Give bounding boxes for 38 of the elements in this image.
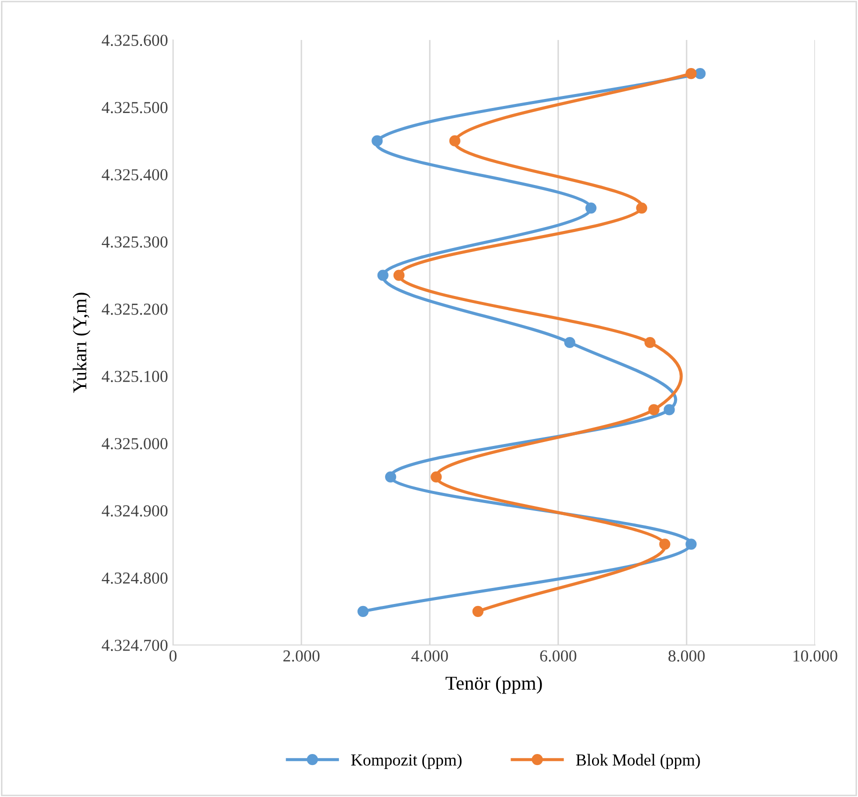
point: [393, 270, 405, 281]
x-tick-label: 10.000: [794, 650, 838, 662]
y-tick-label: 4.325.400: [102, 169, 168, 180]
point: [585, 202, 596, 214]
x-tick-label: 0: [169, 650, 177, 662]
point: [664, 404, 675, 416]
x-tick-label: 6.000: [540, 650, 576, 662]
y-tick-label: 4.324.900: [102, 505, 168, 517]
point: [449, 135, 460, 146]
y-tick-label: 4.325.200: [102, 304, 168, 315]
y-tick-label: 4.324.700: [102, 640, 168, 652]
legend-label: Blok Model (ppm): [576, 754, 700, 769]
x-axis-title: Tenör (ppm): [446, 676, 542, 694]
point: [686, 68, 697, 80]
legend-label: Kompozit (ppm): [351, 754, 462, 769]
point: [357, 606, 369, 617]
x-tick-label: 8.000: [668, 650, 705, 662]
x-tick-label: 4.000: [411, 650, 448, 662]
point: [694, 68, 706, 80]
y-tick-label: 4.325.100: [102, 370, 168, 382]
point: [385, 471, 396, 482]
point: [648, 404, 660, 416]
point: [372, 135, 383, 146]
point: [659, 538, 670, 550]
point: [564, 336, 576, 348]
y-tick-label: 4.325.600: [102, 34, 168, 46]
y-tick-label: 4.324.800: [102, 572, 168, 584]
y-axis-title: Yukarı (Y,m): [72, 292, 90, 393]
point: [644, 336, 656, 348]
y-tick-label: 4.325.000: [102, 438, 168, 450]
point: [377, 270, 388, 281]
point: [686, 538, 697, 550]
point: [430, 471, 442, 482]
x-tick-label: 2.000: [283, 650, 320, 662]
point: [472, 606, 484, 617]
point: [636, 202, 648, 214]
y-tick-label: 4.325.300: [102, 236, 168, 248]
y-tick-label: 4.325.500: [102, 102, 168, 114]
